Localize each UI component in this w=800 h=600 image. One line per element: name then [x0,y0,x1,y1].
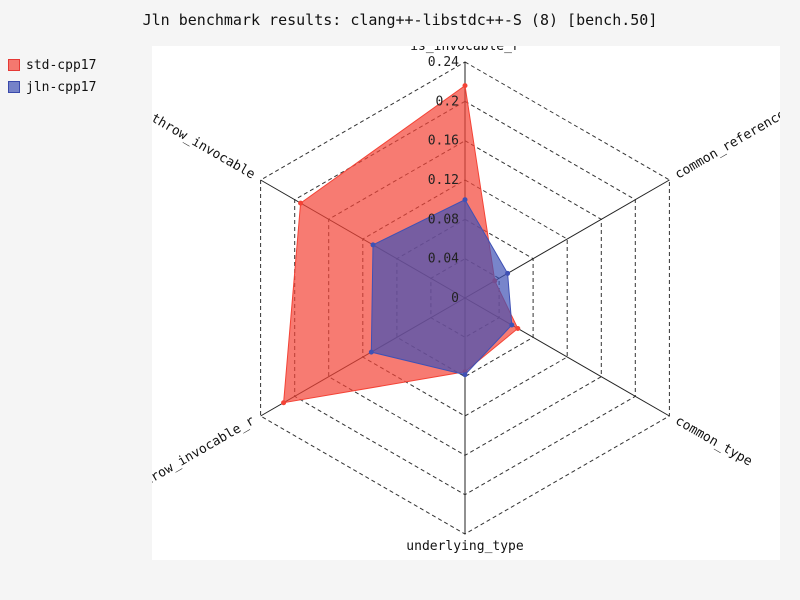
legend-swatch-jln-cpp17 [8,81,20,93]
data-point-std-cpp17-4 [281,400,287,406]
r-tick-label-2: 0.08 [428,212,459,227]
data-point-jln-cpp17-5 [370,242,376,248]
radar-series [281,83,521,406]
r-tick-label-3: 0.12 [428,173,459,188]
radar-chart: 00.040.080.120.160.20.24is_invocable_rco… [101,39,789,560]
r-tick-label-0: 0 [451,291,459,306]
data-point-jln-cpp17-1 [505,270,511,276]
r-tick-label-5: 0.2 [436,94,459,109]
data-point-std-cpp17-2 [515,326,521,331]
r-tick-label-4: 0.16 [428,134,459,149]
data-point-jln-cpp17-3 [462,372,468,378]
legend-label-jln-cpp17: jln-cpp17 [26,79,97,95]
data-point-std-cpp17-0 [462,83,468,89]
data-point-std-cpp17-5 [298,200,304,206]
legend-item-jln-cpp17[interactable]: jln-cpp17 [8,76,96,98]
r-tick-label-1: 0.04 [428,252,459,267]
legend-item-std-cpp17[interactable]: std-cpp17 [8,54,96,76]
legend-label-std-cpp17: std-cpp17 [26,57,97,73]
chart-title: Jln benchmark results: clang++-libstdc++… [142,11,658,29]
data-point-jln-cpp17-4 [368,349,374,355]
data-point-jln-cpp17-2 [509,322,515,328]
r-tick-label-6: 0.24 [428,55,459,70]
axis-label-underlying-type: underlying_type [406,539,524,554]
legend-swatch-std-cpp17 [8,59,20,71]
axis-label-is-invocable-r: is_invocable_r [410,46,520,54]
plot-area: 0 0.04 0.08 0.12 0.16 0.2 0.24 is_invocable_r co… [101,39,789,564]
data-point-jln-cpp17-0 [462,197,468,203]
legend: std-cpp17 jln-cpp17 [8,54,96,98]
